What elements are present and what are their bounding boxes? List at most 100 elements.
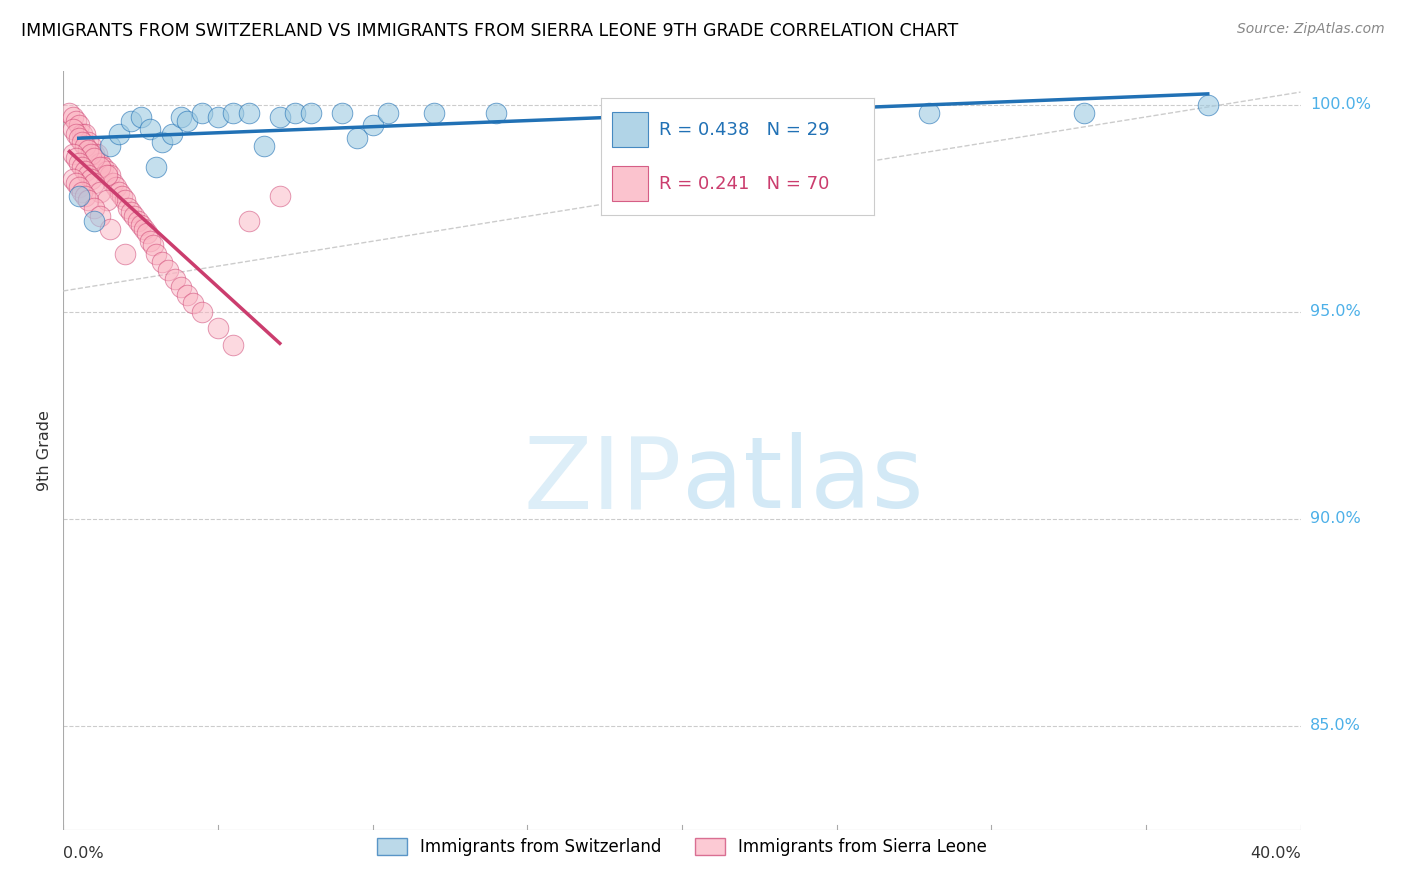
Point: [89, 210, 111, 224]
Point: [129, 218, 152, 232]
Point: [58, 105, 80, 120]
Point: [96, 193, 118, 207]
Point: [62, 147, 84, 161]
Point: [65, 152, 87, 166]
Text: 85.0%: 85.0%: [1310, 718, 1361, 733]
Point: [207, 321, 229, 335]
Point: [101, 176, 124, 190]
Point: [127, 213, 149, 227]
Point: [132, 222, 155, 236]
Point: [117, 201, 139, 215]
Point: [73, 188, 96, 202]
Point: [170, 280, 193, 294]
Legend: Immigrants from Switzerland, Immigrants from Sierra Leone: Immigrants from Switzerland, Immigrants …: [370, 831, 994, 863]
Point: [330, 105, 353, 120]
Point: [83, 147, 105, 161]
Point: [80, 139, 103, 153]
Point: [89, 155, 111, 169]
Point: [150, 255, 173, 269]
Point: [98, 139, 121, 153]
Point: [377, 105, 399, 120]
Point: [70, 185, 93, 199]
Point: [269, 188, 291, 202]
Point: [150, 135, 173, 149]
Point: [124, 210, 146, 224]
Point: [67, 188, 90, 202]
Point: [89, 160, 111, 174]
Point: [83, 152, 105, 166]
Point: [77, 168, 100, 182]
Point: [77, 193, 100, 207]
Text: ZIP: ZIP: [523, 433, 682, 529]
Point: [70, 135, 93, 149]
Point: [70, 160, 93, 174]
Point: [98, 168, 121, 182]
Point: [238, 105, 260, 120]
Point: [142, 238, 165, 252]
Text: Source: ZipAtlas.com: Source: ZipAtlas.com: [1237, 22, 1385, 37]
Point: [67, 155, 90, 169]
Point: [89, 185, 111, 199]
Point: [62, 122, 84, 136]
Point: [269, 110, 291, 124]
Point: [108, 185, 131, 199]
Point: [160, 127, 183, 141]
Text: 90.0%: 90.0%: [1310, 511, 1361, 526]
Point: [67, 130, 90, 145]
Point: [157, 263, 180, 277]
Point: [120, 205, 142, 219]
Point: [77, 143, 100, 157]
Text: 0.0%: 0.0%: [63, 847, 104, 861]
Point: [361, 118, 384, 132]
Point: [181, 296, 204, 310]
Point: [207, 110, 229, 124]
Point: [222, 338, 245, 352]
Point: [111, 188, 134, 202]
Point: [83, 176, 105, 190]
Text: 100.0%: 100.0%: [1310, 97, 1371, 112]
Point: [423, 105, 446, 120]
Point: [139, 122, 162, 136]
Point: [253, 139, 276, 153]
Point: [80, 147, 103, 161]
Point: [77, 135, 100, 149]
Point: [108, 127, 131, 141]
Point: [170, 110, 193, 124]
Point: [918, 105, 941, 120]
Point: [67, 180, 90, 194]
Point: [135, 226, 157, 240]
Point: [176, 114, 198, 128]
Point: [191, 105, 214, 120]
Text: atlas: atlas: [682, 433, 924, 529]
Point: [129, 110, 152, 124]
Y-axis label: 9th Grade: 9th Grade: [37, 410, 52, 491]
Point: [62, 110, 84, 124]
Point: [73, 163, 96, 178]
Point: [67, 118, 90, 132]
Point: [93, 160, 115, 174]
Point: [176, 288, 198, 302]
Text: 40.0%: 40.0%: [1250, 847, 1301, 861]
Point: [73, 127, 96, 141]
Point: [299, 105, 322, 120]
Text: IMMIGRANTS FROM SWITZERLAND VS IMMIGRANTS FROM SIERRA LEONE 9TH GRADE CORRELATIO: IMMIGRANTS FROM SWITZERLAND VS IMMIGRANT…: [21, 22, 959, 40]
Point: [1197, 97, 1219, 112]
Point: [98, 222, 121, 236]
Point: [114, 193, 136, 207]
Point: [346, 130, 368, 145]
Point: [62, 172, 84, 186]
Point: [65, 176, 87, 190]
Text: 95.0%: 95.0%: [1310, 304, 1361, 319]
Point: [86, 147, 108, 161]
Point: [96, 168, 118, 182]
Point: [284, 105, 307, 120]
Point: [65, 114, 87, 128]
Point: [145, 160, 167, 174]
Point: [83, 213, 105, 227]
Point: [83, 201, 105, 215]
Point: [73, 139, 96, 153]
Point: [114, 246, 136, 260]
Point: [191, 304, 214, 318]
Point: [145, 246, 167, 260]
Point: [238, 213, 260, 227]
